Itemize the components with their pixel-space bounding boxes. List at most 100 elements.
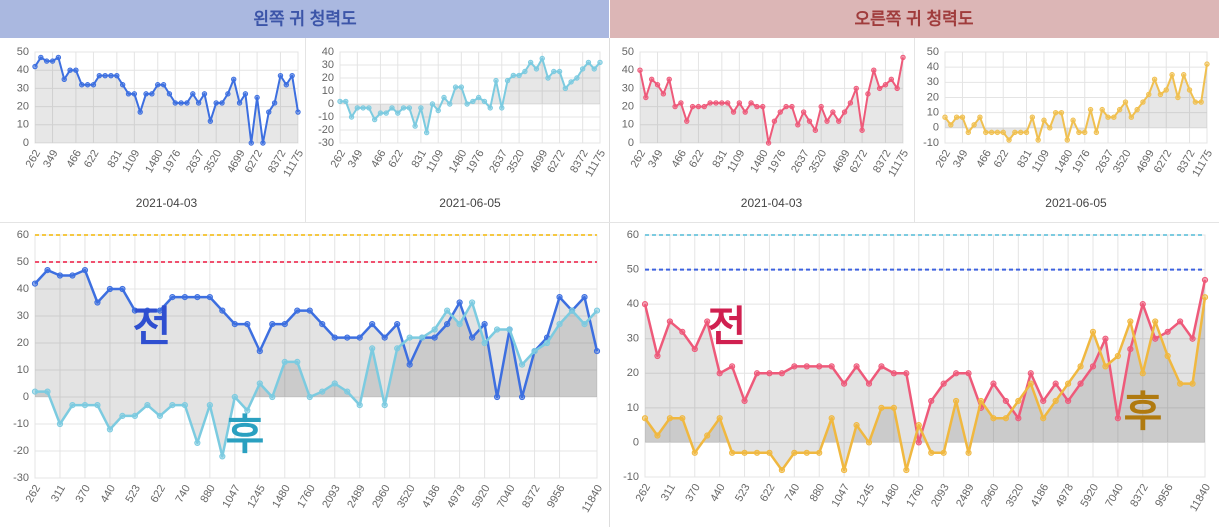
annotation: 전	[708, 303, 747, 350]
y-tick-label: -30	[13, 472, 29, 484]
data-point	[493, 77, 499, 84]
x-tick-label: 4186	[420, 483, 443, 510]
data-point	[853, 422, 860, 429]
data-point	[294, 358, 301, 365]
y-tick-label: 10	[627, 402, 639, 414]
area	[645, 297, 1205, 471]
data-point	[865, 380, 873, 387]
data-point	[43, 58, 50, 64]
y-tick-label: 20	[17, 101, 29, 113]
y-tick-label: 40	[627, 298, 639, 310]
y-tick-label: -30	[318, 137, 334, 149]
data-point	[306, 393, 313, 401]
data-point	[988, 129, 995, 136]
data-point	[641, 301, 649, 308]
data-point	[903, 370, 910, 377]
data-point	[691, 345, 698, 353]
x-tick-label: 1245	[854, 482, 877, 509]
data-point	[225, 91, 231, 97]
data-point	[244, 321, 251, 328]
data-point	[533, 66, 540, 72]
data-point	[928, 449, 935, 456]
x-tick-label: 622	[758, 482, 778, 504]
data-point	[207, 118, 214, 124]
data-point	[149, 91, 155, 97]
data-point	[791, 449, 798, 456]
data-point	[481, 321, 488, 328]
data-point	[184, 100, 190, 106]
data-point	[418, 105, 424, 111]
data-point	[344, 388, 351, 395]
data-point	[516, 72, 522, 79]
data-point	[94, 299, 101, 306]
y-tick-label: 10	[927, 107, 939, 119]
data-point	[344, 334, 351, 341]
data-point	[1027, 380, 1034, 387]
data-point	[1012, 129, 1018, 136]
data-point	[704, 432, 711, 439]
data-point	[444, 321, 451, 328]
x-tick-label: 622	[687, 148, 707, 170]
data-point	[366, 105, 372, 111]
data-point	[1127, 345, 1134, 353]
data-point	[953, 397, 960, 405]
header-left-bg	[0, 0, 609, 38]
data-point	[729, 449, 736, 456]
data-point	[654, 82, 661, 88]
data-point	[452, 84, 459, 90]
data-point	[1140, 99, 1146, 105]
data-point	[96, 72, 102, 79]
data-point	[32, 63, 38, 70]
y-tick-label: 40	[622, 64, 634, 76]
y-tick-label: -10	[13, 418, 29, 430]
x-tick-label: 3520	[1004, 482, 1027, 509]
data-point	[294, 307, 301, 314]
data-point	[643, 94, 649, 101]
data-point	[1192, 99, 1199, 105]
x-tick-label: 1047	[220, 483, 243, 510]
data-point	[959, 114, 966, 120]
x-tick-label: 440	[98, 483, 118, 505]
data-point	[1163, 87, 1169, 93]
data-point	[940, 449, 947, 456]
x-tick-label: 622	[992, 148, 1012, 170]
data-point	[953, 114, 960, 120]
x-tick-label: 349	[951, 148, 971, 170]
data-point	[493, 393, 501, 401]
data-point	[1065, 397, 1072, 405]
data-point	[942, 114, 948, 120]
data-point	[369, 345, 376, 352]
data-point	[73, 67, 79, 73]
data-point	[79, 82, 85, 88]
x-tick-label: 1109	[120, 148, 142, 174]
data-point	[654, 432, 661, 439]
data-point	[965, 370, 972, 377]
data-point	[169, 294, 176, 301]
x-tick-label: 622	[148, 483, 168, 505]
data-point	[928, 397, 935, 405]
x-tick-label: 311	[659, 482, 678, 503]
data-point	[1116, 106, 1123, 113]
data-point	[106, 285, 114, 293]
data-point	[69, 272, 76, 279]
data-point	[1077, 363, 1084, 370]
data-point	[581, 321, 588, 328]
data-point	[890, 370, 897, 377]
data-point	[56, 420, 64, 428]
data-point	[556, 294, 563, 301]
data-point	[281, 321, 288, 328]
data-point	[419, 334, 426, 341]
data-point	[219, 100, 225, 106]
y-tick-label: 50	[627, 263, 639, 275]
x-tick-label: 4978	[1054, 482, 1077, 509]
x-tick-label: 880	[808, 482, 828, 504]
data-point	[1064, 137, 1070, 143]
data-point	[260, 140, 266, 146]
y-tick-label: 10	[622, 119, 634, 131]
data-point	[803, 449, 810, 456]
data-point	[1105, 114, 1111, 120]
data-point	[213, 100, 219, 106]
data-point	[201, 91, 208, 97]
x-tick-label: 8372	[1128, 482, 1151, 509]
